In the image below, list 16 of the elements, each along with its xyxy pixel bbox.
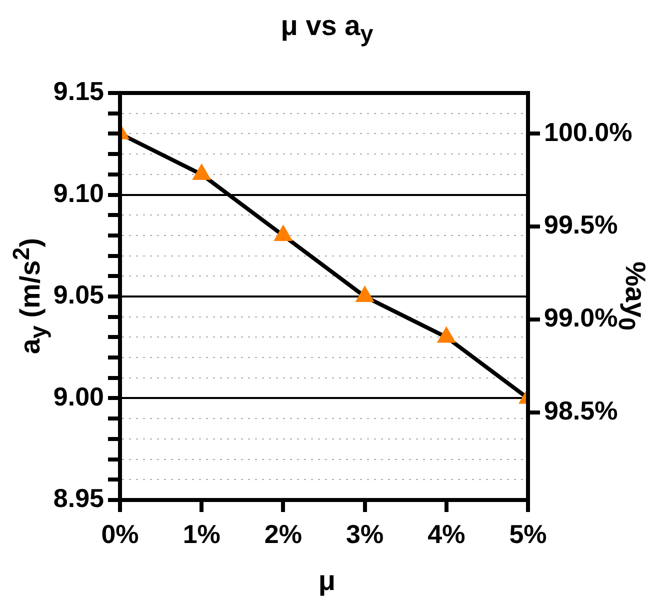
x-tick-label: 3% bbox=[346, 518, 384, 549]
x-axis-title: μ bbox=[317, 565, 337, 597]
y-tick-label: 9.15 bbox=[53, 76, 104, 106]
x-tick-label: 2% bbox=[264, 518, 302, 549]
x-tick-label: 4% bbox=[428, 518, 466, 549]
y2-tick-label: 100.0% bbox=[544, 116, 632, 147]
x-tick-label: 1% bbox=[182, 518, 220, 549]
y-tick-label: 8.95 bbox=[53, 483, 104, 514]
y-tick-label: 9.05 bbox=[53, 280, 104, 310]
x-tick-label: 5% bbox=[509, 518, 547, 549]
y-tick-label: 9.00 bbox=[53, 381, 104, 412]
chart-title: μ vs a$_{y}$ bbox=[280, 10, 374, 48]
x-tick-label: 0% bbox=[101, 518, 139, 549]
y-tick-label: 9.10 bbox=[53, 178, 104, 208]
y2-tick-label: 99.5% bbox=[544, 210, 618, 240]
y2-tick-label: 98.5% bbox=[544, 395, 618, 426]
